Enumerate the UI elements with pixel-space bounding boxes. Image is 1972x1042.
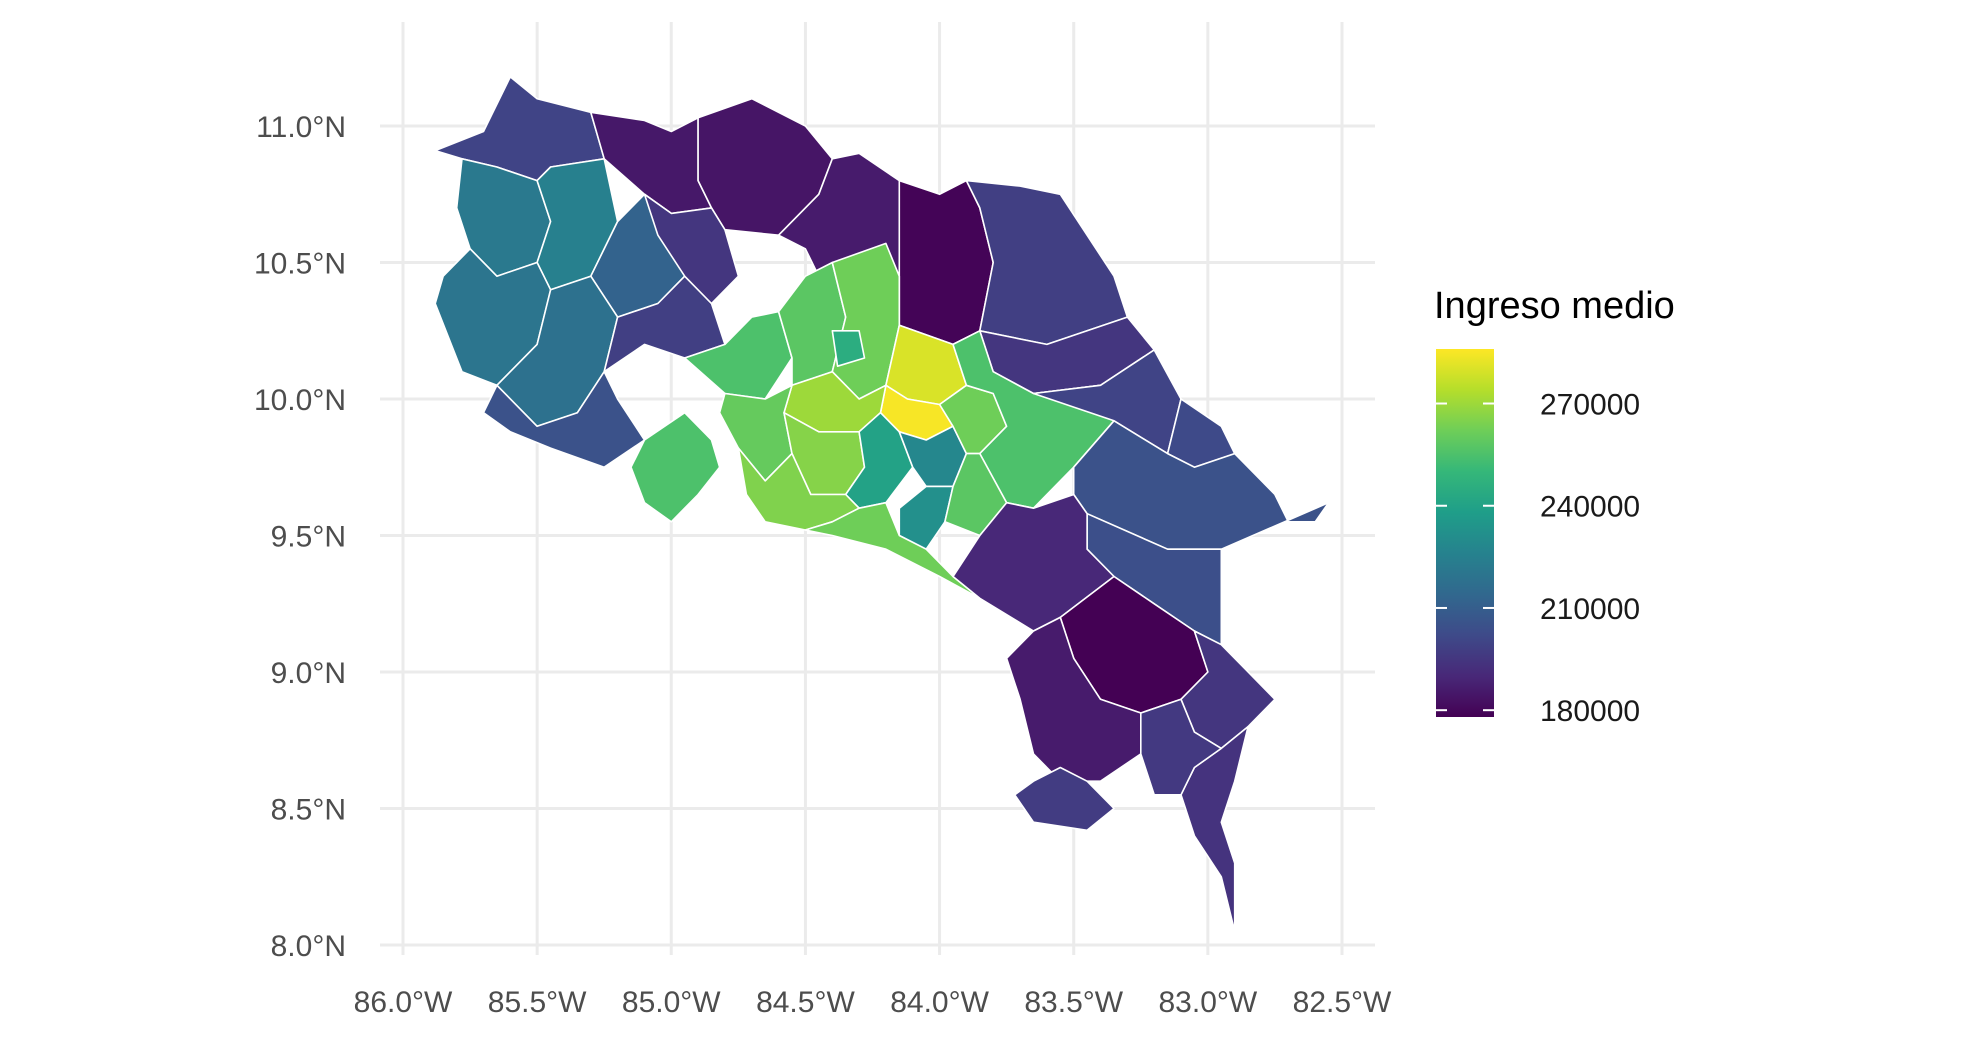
legend-label: 210000 [1540, 593, 1640, 626]
legend-label: 270000 [1540, 389, 1640, 422]
region-upala-oeste [643, 193, 740, 305]
y-tick-label: 11.0°N [256, 111, 346, 144]
x-tick-label: 83.0°W [1159, 986, 1258, 1019]
x-axis-tick-labels: 86.0°W 85.5°W 85.0°W 84.5°W 84.0°W 83.5°W 83.0… [354, 986, 1392, 1019]
map-regions [434, 76, 1330, 933]
x-tick-label: 86.0°W [354, 986, 453, 1019]
x-tick-label: 85.0°W [622, 986, 721, 1019]
legend-ticks: 270000 240000 210000 180000 [1436, 389, 1640, 728]
region-golfito [1140, 698, 1223, 796]
legend: Ingreso medio 270000 240000 210000 180000 [1434, 285, 1675, 728]
legend-label: 180000 [1540, 695, 1640, 728]
legend-label: 240000 [1540, 491, 1640, 524]
region-zarcero [831, 329, 866, 368]
region-aguirre [804, 501, 981, 600]
region-peninsula-puntarenas [630, 411, 721, 523]
y-tick-label: 10.5°N [254, 248, 346, 281]
y-axis-tick-labels: 11.0°N 10.5°N 10.0°N 9.5°N 9.0°N 8.5°N 8.0°N [254, 111, 346, 963]
x-tick-label: 85.5°W [488, 986, 587, 1019]
legend-colorbar [1436, 349, 1494, 717]
y-tick-label: 9.0°N [271, 657, 346, 690]
legend-title: Ingreso medio [1434, 285, 1675, 327]
region-osa [1005, 616, 1142, 783]
x-tick-label: 84.0°W [890, 986, 989, 1019]
region-perez-zeledon [952, 493, 1115, 632]
x-tick-label: 84.5°W [756, 986, 855, 1019]
y-tick-label: 9.5°N [271, 521, 346, 554]
region-peninsula-osa [1013, 766, 1115, 832]
x-tick-label: 83.5°W [1024, 986, 1123, 1019]
x-tick-label: 82.5°W [1293, 986, 1392, 1019]
y-tick-label: 10.0°N [254, 384, 346, 417]
y-tick-label: 8.5°N [271, 794, 346, 827]
y-tick-label: 8.0°N [271, 930, 346, 963]
